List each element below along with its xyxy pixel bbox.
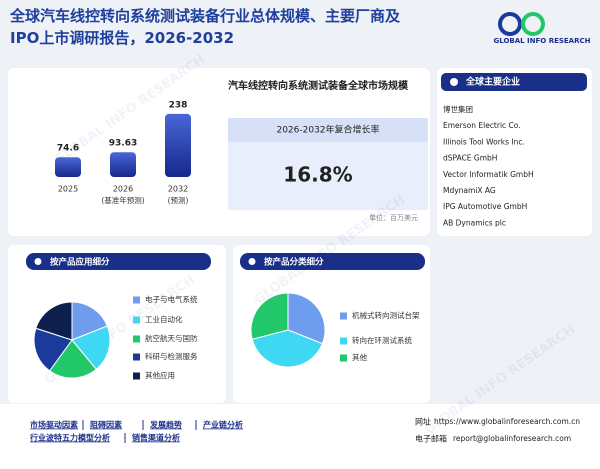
cagr-header <box>228 118 428 142</box>
company: dSPACE GmbH <box>443 154 497 163</box>
bar <box>165 113 191 177</box>
footer-link[interactable]: 行业波特五力模型分析 <box>29 433 110 443</box>
footer-link[interactable]: 发展趋势 <box>149 420 182 430</box>
logo-text: GLOBAL INFO RESEARCH <box>494 37 591 45</box>
footer-link[interactable]: 阻碍因素 <box>90 420 122 430</box>
legend-swatch <box>340 354 347 362</box>
icon <box>248 258 256 265</box>
company: Vector Informatik GmbH <box>443 170 534 179</box>
legend-label: 科研与检测服务 <box>145 351 198 361</box>
legend-swatch <box>340 337 347 345</box>
pie-slice <box>33 327 73 372</box>
website: https://www.globalinforesearch.com.cn <box>434 417 580 426</box>
icon <box>34 258 42 265</box>
icon <box>450 78 458 86</box>
email-label: 电子邮箱 <box>415 434 447 444</box>
pie-slice <box>251 329 324 368</box>
legend-swatch <box>340 312 347 320</box>
pie-slice <box>48 339 97 379</box>
legend-swatch <box>133 335 140 343</box>
app-header <box>26 253 211 270</box>
pie-slice <box>71 325 111 370</box>
legend-swatch <box>133 296 140 304</box>
company-panel <box>437 68 592 236</box>
panel-title: 按产品应用细分 <box>50 257 110 268</box>
legend-swatch <box>133 372 140 380</box>
pie-slice <box>250 292 289 340</box>
legend-swatch <box>133 353 140 361</box>
category-label: 2026 <box>113 185 133 194</box>
legend-swatch <box>133 316 140 324</box>
company: MdynamiX AG <box>443 186 496 195</box>
legend-label: 其他 <box>352 352 367 362</box>
cagr-label: 2026-2032年复合增长率 <box>276 124 379 136</box>
pie-slice <box>71 301 108 341</box>
bar <box>110 152 136 177</box>
legend-label: 工业自动化 <box>145 314 183 324</box>
legend-label: 航空航天与国防 <box>145 333 198 343</box>
footer-link[interactable]: 产业链分析 <box>203 420 243 430</box>
company: Illinois Tool Works Inc. <box>443 137 525 146</box>
company: IPG Automotive GmbH <box>443 202 527 211</box>
page-title: 全球汽车线控转向系统测试装备行业总体规模、主要厂商及IPO上市调研报告，2026… <box>10 7 401 47</box>
panel-title: 按产品分类细分 <box>264 257 324 268</box>
cagr-value: 16.8% <box>283 163 352 187</box>
company: AB Dynamics plc <box>443 218 506 227</box>
market-title: 汽车线控转向系统测试装备全球市场规模 <box>228 81 408 92</box>
legend-label: 机械式转向测试台架 <box>352 310 420 320</box>
footer-link[interactable]: 销售渠道分析 <box>132 433 180 443</box>
logo-mark <box>521 12 545 36</box>
footer-bg <box>0 404 600 469</box>
type-header <box>240 253 425 270</box>
value-label: 93.63 <box>109 139 137 149</box>
category-label: 2032 <box>168 185 188 194</box>
legend-label: 其他应用 <box>145 370 175 380</box>
company: 博世集团 <box>443 104 473 114</box>
email: report@globalinforesearch.com <box>453 434 571 443</box>
legend-label: 电子与电气系统 <box>145 294 198 304</box>
company-header <box>441 73 587 91</box>
value-label: 238 <box>169 100 188 110</box>
logo-mark <box>498 12 522 36</box>
company: Emerson Electric Co. <box>443 121 521 130</box>
company-title: 全球主要企业 <box>465 76 520 88</box>
legend-label: 转向在环测试系统 <box>352 335 412 345</box>
category-note: (预测) <box>168 195 189 205</box>
category-note: (基准年预测) <box>101 195 144 205</box>
pie-slice <box>287 292 326 345</box>
website-label: 网址 <box>415 417 431 427</box>
category-label: 2025 <box>58 185 78 194</box>
unit: 单位：百万美元 <box>369 213 418 222</box>
bar <box>55 157 81 177</box>
footer-link[interactable]: 市场驱动因素 <box>30 420 78 430</box>
value-label: 74.6 <box>57 144 79 154</box>
pie-slice <box>35 301 73 341</box>
